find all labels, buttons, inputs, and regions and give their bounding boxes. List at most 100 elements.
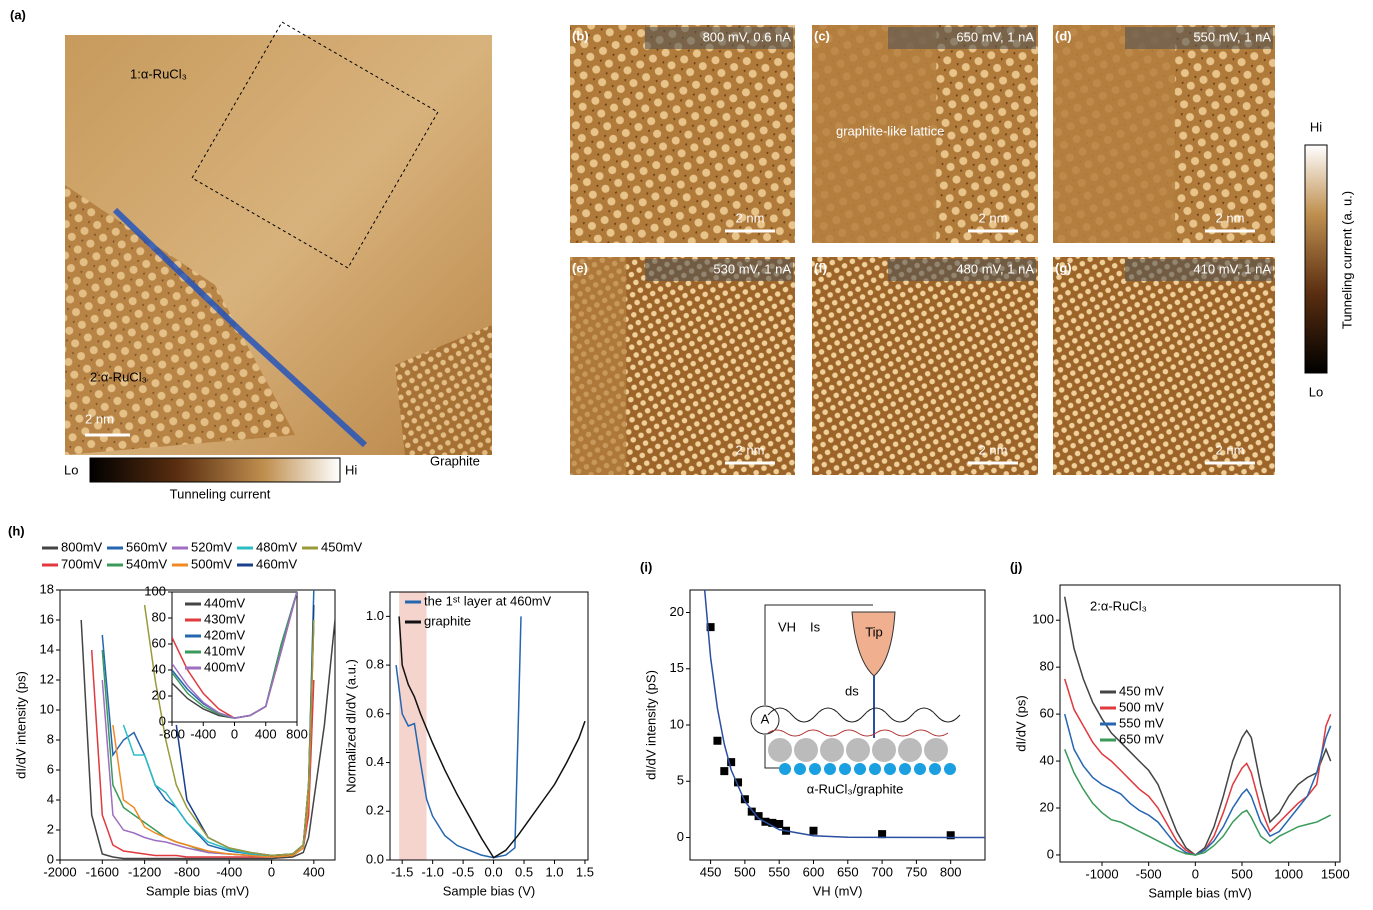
x-tick-label: 1500 — [1321, 866, 1350, 881]
panel-label: (i) — [640, 559, 652, 574]
x-tick-label: 450 — [700, 864, 722, 879]
y-tick-label: 14 — [40, 641, 54, 656]
panel-label: (c) — [814, 28, 830, 43]
legend-label: 700mV — [61, 556, 103, 571]
panel-label: (f) — [814, 260, 827, 275]
y-tick-label: 20 — [670, 604, 684, 619]
y-tick-label: 16 — [40, 611, 54, 626]
point — [720, 767, 728, 775]
y-tick-label: 60 — [1040, 706, 1054, 721]
legend-label: 500 mV — [1119, 699, 1164, 714]
y-tick-label: 0.0 — [366, 851, 384, 866]
line — [92, 650, 314, 857]
colorbar-high: Hi — [1310, 119, 1322, 134]
y-axis-label: dI/dV (ps) — [1013, 695, 1028, 751]
x-tick-label: 1000 — [1274, 866, 1303, 881]
y-tick-label: 0 — [677, 829, 684, 844]
x-tick-label: 500 — [734, 864, 756, 879]
legend-label: 650 mV — [1119, 731, 1164, 746]
x-tick-label: 800 — [940, 864, 962, 879]
schematic-label: A — [761, 711, 770, 726]
y-tick-label: 100 — [1032, 612, 1054, 627]
y-tick-label: 1.0 — [366, 608, 384, 623]
x-tick-label: -400 — [216, 864, 242, 879]
colorbar — [1305, 145, 1327, 373]
x-tick-label: 0.5 — [515, 864, 533, 879]
y-tick-label: 12 — [40, 671, 54, 686]
figure: VH Is Tip A ds α-RuCl₃/graphite (a)1:α-R… — [0, 0, 1373, 910]
colorbar-title: Tunneling current — [170, 486, 271, 501]
colorbar-low: Lo — [64, 462, 78, 477]
x-tick-label: -0.5 — [452, 864, 474, 879]
legend-label: 500mV — [191, 556, 233, 571]
y-tick-label: 8 — [47, 731, 54, 746]
y-tick-label: 10 — [40, 701, 54, 716]
stm-shade — [570, 257, 626, 475]
legend-label: 400mV — [204, 659, 246, 674]
panel-label: (j) — [1010, 559, 1022, 574]
y-axis-label: dI/dV intensity (pS) — [643, 670, 658, 780]
x-axis-label: Sample bias (mV) — [1148, 885, 1251, 900]
colorbar-low: Lo — [1309, 384, 1323, 399]
legend-label: 480mV — [256, 539, 298, 554]
panel-label: (g) — [1055, 260, 1072, 275]
legend-label: 800mV — [61, 539, 103, 554]
scale-bar-label: 2 nm — [1216, 442, 1245, 457]
x-tick-label: -1.5 — [391, 864, 413, 879]
schematic-label: α-RuCl₃/graphite — [807, 781, 904, 796]
scale-bar-label: 2 nm — [979, 442, 1008, 457]
colorbar-title: Tunneling current (a. u.) — [1339, 191, 1354, 329]
y-tick-label: 20 — [1040, 799, 1054, 814]
line — [1065, 714, 1331, 855]
setting: 530 mV, 1 nA — [713, 261, 791, 276]
x-tick-label: -2000 — [43, 864, 76, 879]
setting: 550 mV, 1 nA — [1193, 29, 1271, 44]
legend-label: 410mV — [204, 643, 246, 658]
panel-label: (h) — [8, 523, 25, 538]
legend-label: 520mV — [191, 539, 233, 554]
x-tick-label: 650 — [837, 864, 859, 879]
x-tick-label: -500 — [1136, 866, 1162, 881]
legend-label: 450mV — [321, 539, 363, 554]
y-tick-label: 100 — [144, 583, 166, 598]
scale-bar-label: 2 nm — [736, 442, 765, 457]
point — [775, 820, 783, 828]
legend-label: 460mV — [256, 556, 298, 571]
point — [713, 737, 721, 745]
y-axis-label: dI/dV intensity (ps) — [13, 671, 28, 779]
x-tick-label: 800 — [286, 726, 308, 741]
panel-label: (a) — [10, 7, 26, 22]
colorbar — [90, 458, 340, 482]
setting: 800 mV, 0.6 nA — [703, 29, 792, 44]
point — [809, 827, 817, 835]
y-axis-label: Normalized dI/dV (a.u.) — [343, 659, 358, 793]
x-tick-label: 1.5 — [576, 864, 594, 879]
x-axis-label: Sample bias (mV) — [146, 883, 249, 898]
setting: 480 mV, 1 nA — [956, 261, 1034, 276]
x-tick-label: -1600 — [86, 864, 119, 879]
schematic-label: Tip — [865, 624, 883, 639]
x-axis-label: Sample bias (V) — [443, 883, 535, 898]
y-tick-label: 0.8 — [366, 657, 384, 672]
y-tick-label: 0 — [47, 851, 54, 866]
scale-bar-label: 2 nm — [979, 210, 1008, 225]
x-tick-label: -800 — [174, 864, 200, 879]
highlight-band — [399, 592, 426, 860]
y-tick-label: 5 — [677, 773, 684, 788]
plot-frame — [690, 590, 985, 860]
legend-label: the 1ˢᵗ layer at 460mV — [424, 593, 552, 608]
annotation: Graphite — [430, 453, 480, 468]
schematic-label: ds — [845, 683, 859, 698]
line — [1065, 679, 1331, 855]
x-tick-label: 0 — [268, 864, 275, 879]
y-tick-label: 0.6 — [366, 705, 384, 720]
y-tick-label: 60 — [152, 635, 166, 650]
y-tick-label: 80 — [152, 609, 166, 624]
y-tick-label: 18 — [40, 581, 54, 596]
line — [1065, 749, 1331, 855]
scale-bar-label: 2 nm — [85, 411, 114, 426]
legend-label: 430mV — [204, 611, 246, 626]
scale-bar-label: 2 nm — [1216, 210, 1245, 225]
chart-title: 2:α-RuCl₃ — [1090, 598, 1147, 613]
x-tick-label: 0 — [231, 726, 238, 741]
